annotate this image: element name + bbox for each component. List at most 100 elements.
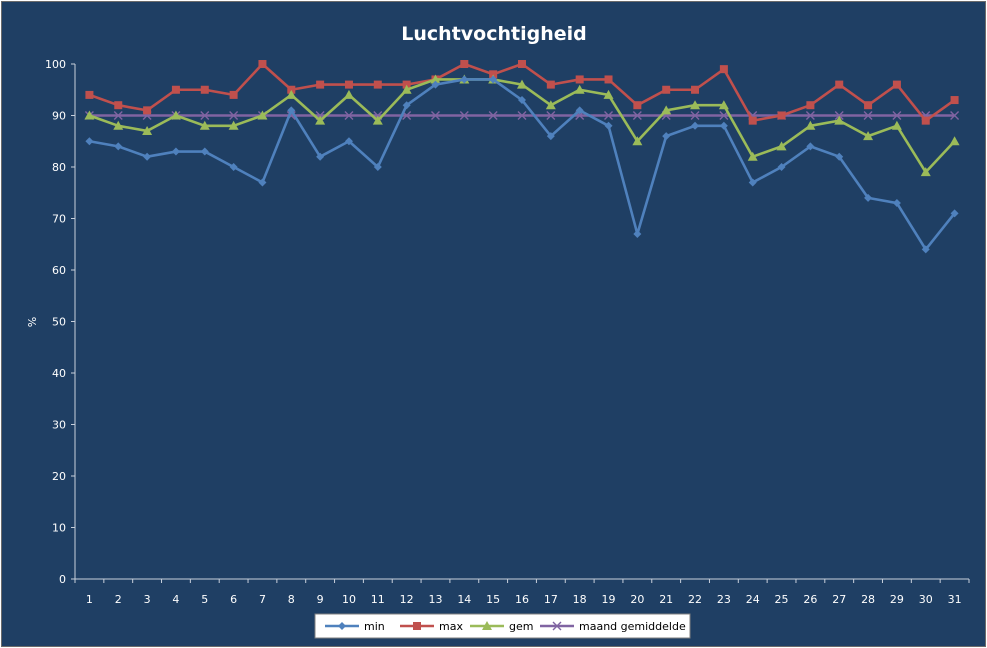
y-tick-label: 60 [52,264,66,277]
data-point-min [143,152,152,161]
data-point-gem [113,120,124,130]
legend-label: max [439,620,463,633]
x-tick-label: 16 [515,593,529,606]
x-tick-label: 14 [457,593,471,606]
data-point-max [604,75,613,84]
data-point-max [114,101,123,110]
data-point-min [777,163,786,171]
data-point-maand-gemiddelde [488,111,498,120]
data-point-maand-gemiddelde [229,111,239,120]
data-point-maand-gemiddelde [805,111,815,120]
data-point-gem [661,105,672,115]
series-maand-gemiddelde [84,111,960,120]
y-tick-label: 70 [52,213,66,226]
data-point-max [575,75,584,84]
y-tick-label: 30 [52,419,66,432]
data-point-max [402,80,411,89]
y-tick-label: 40 [52,367,66,380]
data-point-max [719,65,728,74]
data-point-min [460,75,469,84]
x-tick-label: 21 [659,593,673,606]
data-point-min [864,193,873,202]
data-point-min [748,178,757,187]
legend-item-maand-gemiddelde: maand gemiddelde [540,620,686,633]
series-line-max [88,62,956,122]
data-point-gem [372,115,383,125]
data-point-min [835,152,844,161]
data-point-min [200,147,209,156]
data-point-max [143,106,152,115]
y-tick-label: 100 [45,58,66,71]
data-point-max [835,80,844,89]
x-tick-label: 2 [115,593,122,606]
data-point-gem [401,84,412,94]
x-tick-label: 25 [775,593,789,606]
data-point-gem [834,115,845,125]
x-tick-label: 3 [144,593,151,606]
data-point-min [662,132,671,141]
data-point-max [662,85,671,94]
x-tick-label: 28 [861,593,875,606]
data-point-max [633,101,642,110]
data-point-max [806,101,815,110]
x-tick-label: 23 [717,593,731,606]
data-point-maand-gemiddelde [719,111,729,120]
x-tick-label: 30 [919,593,933,606]
data-point-min [258,178,267,187]
data-point-gem [949,136,960,146]
data-point-gem [863,131,874,141]
data-point-maand-gemiddelde [517,111,527,120]
x-tick-label: 1 [86,593,93,606]
data-point-min [950,209,959,218]
data-point-min [344,137,353,146]
data-point-min [489,75,498,84]
data-point-gem [920,167,931,177]
y-tick-label: 80 [52,161,66,174]
legend-item-max: max [400,620,463,633]
data-point-gem [891,120,902,130]
data-point-maand-gemiddelde [604,111,614,120]
legend-label: gem [509,620,533,633]
data-point-gem [632,136,643,146]
data-point-min [806,142,815,151]
data-point-maand-gemiddelde [690,111,700,120]
data-point-max [373,80,382,89]
x-tick-label: 29 [890,593,904,606]
x-tick-label: 20 [630,593,644,606]
data-point-max [316,80,325,89]
x-tick-label: 18 [573,593,587,606]
data-point-max [344,80,353,89]
data-point-min [373,163,382,171]
data-point-max [691,85,700,94]
data-point-maand-gemiddelde [632,111,642,120]
x-tick-label: 22 [688,593,702,606]
data-point-gem [315,115,326,125]
legend-marker [413,622,421,630]
x-tick-label: 27 [832,593,846,606]
x-tick-label: 19 [602,593,616,606]
data-point-maand-gemiddelde [459,111,469,120]
x-tick-label: 8 [288,593,295,606]
x-tick-label: 13 [428,593,442,606]
x-tick-label: 17 [544,593,558,606]
x-tick-label: 24 [746,593,760,606]
data-point-maand-gemiddelde [200,111,210,120]
x-tick-label: 6 [230,593,237,606]
series-gem [84,74,960,177]
y-tick-label: 90 [52,110,66,123]
series-layer [84,60,960,254]
data-point-min [575,106,584,115]
data-point-min [921,245,930,254]
y-tick-label: 10 [52,522,66,535]
data-point-maand-gemiddelde [344,111,354,120]
data-point-max [748,116,757,125]
legend-marker [552,621,562,631]
x-tick-label: 7 [259,593,266,606]
data-point-gem [747,151,758,161]
data-point-gem [718,100,729,110]
data-point-gem [545,100,556,110]
x-tick-label: 15 [486,593,500,606]
data-point-max [171,85,180,94]
data-point-min [85,137,94,146]
